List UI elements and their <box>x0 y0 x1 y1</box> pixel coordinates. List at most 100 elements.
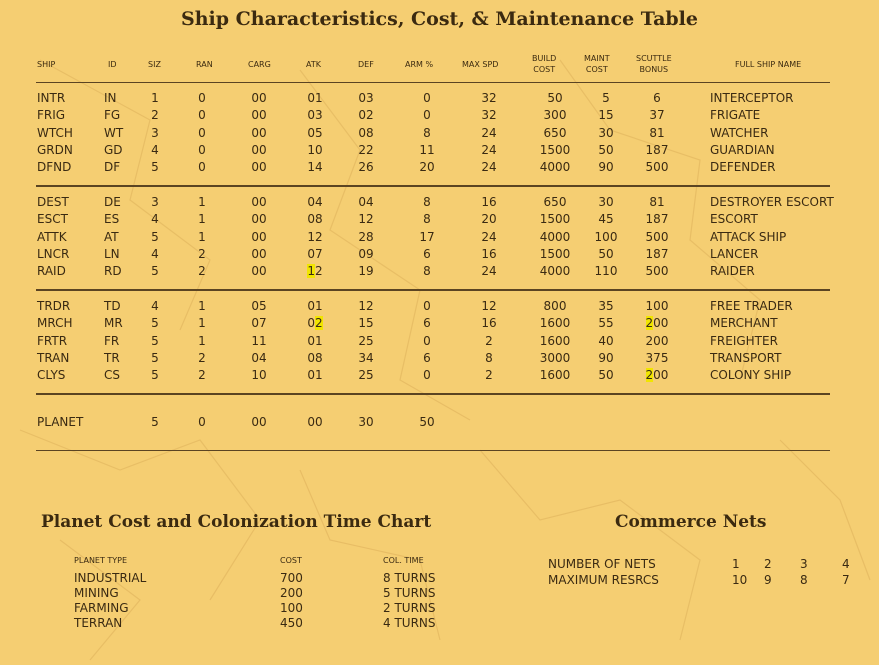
cell-maint: 5 <box>581 90 631 107</box>
cell-maint: 35 <box>581 298 631 315</box>
header-def: DEF <box>358 59 374 70</box>
cell-fullname: TRANSPORT <box>710 350 781 367</box>
cell-value: 3 <box>151 125 159 140</box>
cell-siz: 5 <box>130 229 180 246</box>
cell-value: 04 <box>358 195 374 209</box>
cell-atk: 04 <box>290 194 340 211</box>
cell-ran: 0 <box>177 90 227 107</box>
cell-value: 50 <box>598 368 614 383</box>
cell-value: 1 <box>198 212 206 227</box>
cell-value: 05 <box>251 299 267 313</box>
cell-value: 1600 <box>539 368 571 383</box>
cell-value: FREE TRADER <box>710 299 793 313</box>
cell-value: 03 <box>307 108 323 123</box>
cell-ship: TRDR <box>37 298 70 315</box>
cell-value: 8 <box>485 350 493 365</box>
cell-atk: 08 <box>290 211 340 228</box>
cell-value: 5 <box>151 160 159 175</box>
cell-value: 14 <box>307 160 323 175</box>
group-rule <box>36 184 830 187</box>
cell-maxspd: 16 <box>464 315 514 332</box>
cell-value: 32 <box>481 91 497 105</box>
cell-id: TD <box>104 298 121 315</box>
cell-value: 1 <box>198 333 206 348</box>
cell-ship: CLYS <box>37 367 65 384</box>
cell-ship: TRAN <box>37 350 69 367</box>
cell-ran: 0 <box>177 142 227 159</box>
cell-value: 15 <box>358 316 374 331</box>
cell-build: 4000 <box>530 263 580 280</box>
cell-atk: 03 <box>290 107 340 124</box>
planet-chart-title: Planet Cost and Colonization Time Chart <box>41 512 432 532</box>
cell-id: FR <box>104 333 119 350</box>
cell-maint: 90 <box>581 350 631 367</box>
cell-value: 45 <box>598 212 614 227</box>
cell-fullname: WATCHER <box>710 125 768 142</box>
cell-ran: 1 <box>177 211 227 228</box>
highlight-mark: 2 <box>315 316 323 331</box>
cell-id: CS <box>104 367 120 384</box>
cell-value: 55 <box>598 316 614 331</box>
planet-cell-def: 30 <box>358 415 374 429</box>
cell-maxspd: 2 <box>464 367 514 384</box>
cell-maint: 50 <box>581 142 631 159</box>
cell-value: 5 <box>151 368 159 383</box>
cell-carg: 00 <box>234 159 284 176</box>
cell-arm: 20 <box>402 159 452 176</box>
header-carg: CARG <box>248 59 271 70</box>
cell-carg: 07 <box>234 315 284 332</box>
commerce-cell: 7 <box>842 573 850 587</box>
cell-value: 12 <box>358 212 374 227</box>
cell-def: 09 <box>341 246 391 263</box>
header-build-line: BUILD <box>532 54 557 63</box>
header-build-line: COST <box>533 65 556 74</box>
cell-value: 04 <box>307 195 323 209</box>
cell-id: TR <box>104 350 120 367</box>
planet-chart-header: PLANET TYPE <box>74 556 128 565</box>
header-maint: MAINT COST <box>584 53 610 75</box>
cell-build: 1600 <box>530 333 580 350</box>
cell-scuttle: 81 <box>632 125 682 142</box>
planet-chart-header: COST <box>280 556 302 565</box>
commerce-cell: 2 <box>764 557 772 571</box>
cell-value: 50 <box>598 246 614 261</box>
cell-value: 8 <box>423 195 431 209</box>
cell-value: 81 <box>649 195 665 209</box>
commerce-cell: 10 <box>732 573 748 587</box>
planet-cell-ran: 0 <box>198 415 206 429</box>
cell-value: 5 <box>151 350 159 365</box>
cell-carg: 00 <box>234 211 284 228</box>
cell-id: MR <box>104 315 123 332</box>
cell-ran: 1 <box>177 333 227 350</box>
cell-ship: WTCH <box>37 125 73 142</box>
cell-value: 6 <box>423 316 431 331</box>
cell-build: 800 <box>530 298 580 315</box>
cell-build: 650 <box>530 194 580 211</box>
cell-value: TRANSPORT <box>710 350 782 365</box>
cell-def: 28 <box>341 229 391 246</box>
cell-fullname: ATTACK SHIP <box>710 229 786 246</box>
cell-def: 15 <box>341 315 391 332</box>
cell-value: 81 <box>649 125 665 140</box>
cell-carg: 00 <box>234 229 284 246</box>
cell-value: 01 <box>307 91 323 105</box>
cell-value: 6 <box>423 350 431 365</box>
header-maint-line: COST <box>585 65 608 74</box>
cell-value: 01 <box>307 299 323 313</box>
cell-value: 00 <box>251 229 267 244</box>
cell-fullname: FREIGHTER <box>710 333 778 350</box>
cell-value: 2 <box>198 350 206 365</box>
cell-atk: 07 <box>290 246 340 263</box>
cell-value: DEST <box>37 195 69 209</box>
cell-value: ESCT <box>37 212 68 227</box>
cell-value: LNCR <box>37 246 70 261</box>
cell-value: 00 <box>251 142 267 157</box>
cell-value: 8 <box>423 212 431 227</box>
cell-value: 90 <box>598 350 614 365</box>
cell-arm: 8 <box>402 211 452 228</box>
cell-value: 00 <box>251 108 267 123</box>
cell-atk: 12 <box>290 263 340 280</box>
cell-siz: 2 <box>130 107 180 124</box>
cell-maint: 30 <box>581 125 631 142</box>
cell-atk: 02 <box>290 315 340 332</box>
